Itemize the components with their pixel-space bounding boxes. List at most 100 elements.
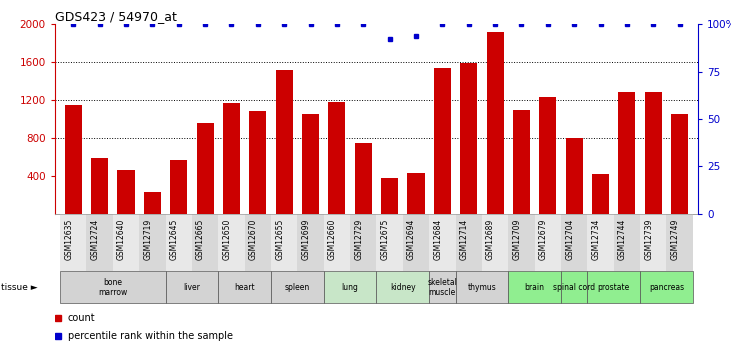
FancyBboxPatch shape: [165, 214, 192, 271]
Text: GSM12699: GSM12699: [302, 218, 311, 260]
Text: pancreas: pancreas: [649, 283, 684, 292]
Text: bone
marrow: bone marrow: [98, 277, 127, 297]
Text: GSM12635: GSM12635: [64, 218, 73, 260]
Bar: [592, 174, 609, 214]
Bar: [461, 63, 477, 214]
Bar: [487, 32, 504, 214]
Bar: [65, 105, 82, 214]
FancyBboxPatch shape: [429, 214, 455, 271]
Bar: [671, 114, 688, 214]
Text: lung: lung: [341, 283, 358, 292]
FancyBboxPatch shape: [455, 272, 508, 303]
Text: GSM12670: GSM12670: [249, 218, 258, 260]
Bar: [223, 103, 240, 214]
Text: liver: liver: [183, 283, 200, 292]
Bar: [645, 92, 662, 214]
Bar: [91, 158, 108, 214]
Bar: [539, 97, 556, 214]
Text: tissue ►: tissue ►: [1, 283, 38, 292]
Text: GSM12719: GSM12719: [143, 218, 152, 260]
Text: GSM12729: GSM12729: [355, 218, 363, 260]
Text: GDS423 / 54970_at: GDS423 / 54970_at: [55, 10, 177, 23]
FancyBboxPatch shape: [429, 272, 455, 303]
Text: GSM12734: GSM12734: [591, 218, 601, 260]
FancyBboxPatch shape: [403, 214, 429, 271]
Bar: [118, 170, 135, 214]
FancyBboxPatch shape: [324, 214, 350, 271]
FancyBboxPatch shape: [113, 214, 139, 271]
Bar: [328, 102, 346, 214]
Bar: [618, 91, 635, 214]
Bar: [144, 192, 161, 214]
FancyBboxPatch shape: [614, 214, 640, 271]
Bar: [407, 173, 425, 214]
Text: percentile rank within the sample: percentile rank within the sample: [68, 331, 232, 341]
Text: prostate: prostate: [598, 283, 630, 292]
FancyBboxPatch shape: [324, 272, 376, 303]
FancyBboxPatch shape: [640, 272, 693, 303]
Text: brain: brain: [525, 283, 545, 292]
Bar: [433, 68, 451, 214]
FancyBboxPatch shape: [376, 214, 403, 271]
Text: GSM12684: GSM12684: [433, 218, 442, 260]
Text: GSM12650: GSM12650: [222, 218, 232, 260]
FancyBboxPatch shape: [192, 214, 219, 271]
Text: GSM12679: GSM12679: [539, 218, 548, 260]
Text: GSM12655: GSM12655: [275, 218, 284, 260]
FancyBboxPatch shape: [245, 214, 271, 271]
FancyBboxPatch shape: [588, 272, 640, 303]
FancyBboxPatch shape: [219, 272, 271, 303]
Bar: [513, 110, 530, 214]
FancyBboxPatch shape: [139, 214, 165, 271]
FancyBboxPatch shape: [534, 214, 561, 271]
FancyBboxPatch shape: [165, 272, 219, 303]
Text: GSM12709: GSM12709: [512, 218, 521, 260]
Bar: [276, 70, 292, 214]
Bar: [170, 160, 187, 214]
Text: kidney: kidney: [390, 283, 416, 292]
FancyBboxPatch shape: [667, 214, 693, 271]
FancyBboxPatch shape: [561, 272, 588, 303]
FancyBboxPatch shape: [588, 214, 614, 271]
FancyBboxPatch shape: [455, 214, 482, 271]
Text: GSM12694: GSM12694: [407, 218, 416, 260]
Bar: [249, 111, 266, 214]
Text: spinal cord: spinal cord: [553, 283, 595, 292]
Text: GSM12704: GSM12704: [565, 218, 574, 260]
FancyBboxPatch shape: [219, 214, 245, 271]
FancyBboxPatch shape: [482, 214, 508, 271]
FancyBboxPatch shape: [60, 214, 86, 271]
FancyBboxPatch shape: [298, 214, 324, 271]
FancyBboxPatch shape: [350, 214, 376, 271]
FancyBboxPatch shape: [60, 272, 165, 303]
Text: GSM12645: GSM12645: [170, 218, 179, 260]
Text: heart: heart: [235, 283, 255, 292]
Text: GSM12665: GSM12665: [196, 218, 205, 260]
Text: GSM12640: GSM12640: [117, 218, 126, 260]
FancyBboxPatch shape: [86, 214, 113, 271]
Text: count: count: [68, 314, 95, 323]
Bar: [197, 123, 213, 214]
FancyBboxPatch shape: [508, 272, 561, 303]
FancyBboxPatch shape: [561, 214, 588, 271]
Text: spleen: spleen: [285, 283, 310, 292]
Text: skeletal
muscle: skeletal muscle: [428, 277, 458, 297]
Text: GSM12689: GSM12689: [486, 218, 495, 260]
Bar: [381, 178, 398, 214]
Text: GSM12675: GSM12675: [381, 218, 390, 260]
Bar: [566, 138, 583, 214]
Text: GSM12749: GSM12749: [670, 218, 680, 260]
Text: GSM12724: GSM12724: [91, 218, 99, 260]
FancyBboxPatch shape: [271, 272, 324, 303]
Text: GSM12660: GSM12660: [328, 218, 337, 260]
Text: GSM12739: GSM12739: [644, 218, 654, 260]
FancyBboxPatch shape: [508, 214, 534, 271]
Bar: [302, 114, 319, 214]
FancyBboxPatch shape: [640, 214, 667, 271]
FancyBboxPatch shape: [271, 214, 298, 271]
Text: GSM12744: GSM12744: [618, 218, 627, 260]
Bar: [355, 143, 372, 214]
Text: GSM12714: GSM12714: [460, 218, 469, 260]
Text: thymus: thymus: [468, 283, 496, 292]
FancyBboxPatch shape: [376, 272, 429, 303]
